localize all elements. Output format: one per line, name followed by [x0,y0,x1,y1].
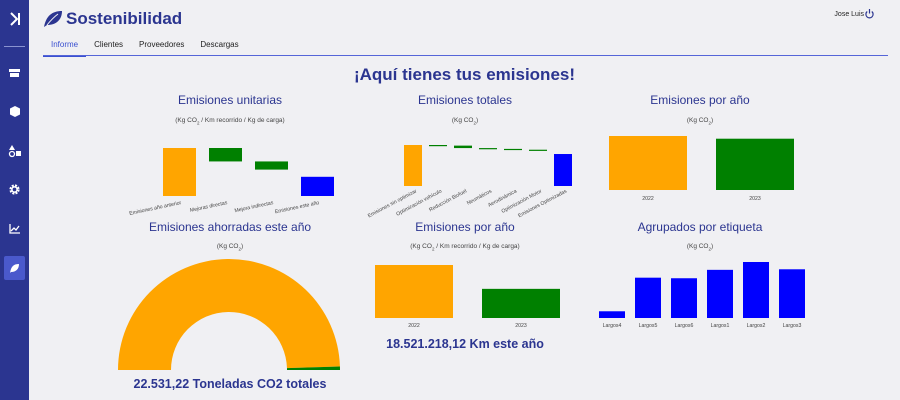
gauge-slice [286,366,340,370]
power-icon[interactable] [865,9,874,19]
tick-label: 2022 [642,196,654,202]
sidebar-divider [4,46,25,47]
page-title: ¡Aquí tienes tus emisiones! [353,65,576,84]
bar [454,145,472,149]
bar [599,311,625,318]
chart-unit: (Kg CO2) [451,117,479,126]
tick-label: Largos2 [747,323,766,329]
tick-label: Largos6 [675,323,694,329]
chart-unit: (Kg CO2 / Km recorrido / Kg de carga) [410,243,520,252]
bar [529,149,547,151]
store-icon[interactable] [4,62,25,83]
bar [716,138,794,190]
chart-unit: (Kg CO2) [686,117,714,126]
total-tons: 22.531,22 Toneladas CO2 totales [133,377,327,391]
shapes-icon[interactable] [4,140,25,161]
bar [554,154,572,186]
sidebar [0,0,29,400]
tick-label: 2023 [515,323,527,329]
user-name[interactable]: Jose Luis [834,11,864,18]
chart-title: Emisiones por año [650,93,750,107]
chart-line-icon[interactable] [4,218,25,239]
tab-descargas[interactable]: Descargas [200,40,239,49]
km-this-year: 18.521.218,12 Km este año [386,337,544,351]
bar [743,262,769,318]
leaf-logo-icon [44,11,62,27]
tab-proveedores[interactable]: Proveedores [139,40,185,49]
chart-unit: (Kg CO2) [216,243,244,252]
bar [375,265,453,318]
chart-unit: (Kg CO2 / Km recorrido / Kg de carga) [175,117,285,126]
gauge-slice [118,259,340,370]
box-icon[interactable] [4,101,25,122]
bar [609,136,687,190]
bar [163,148,196,196]
tab-underline [43,55,888,56]
bar [504,148,522,151]
chart-title: Emisiones ahorradas este año [148,220,312,234]
bar [779,269,805,318]
tick-label: 2022 [408,323,420,329]
tick-label: Largos4 [603,323,622,329]
bar [671,278,697,318]
bar [635,277,661,318]
tick-label: Largos5 [639,323,658,329]
bar [429,145,447,147]
bar [707,269,733,318]
header: Sostenibilidad Jose Luis Informe Cliente… [29,0,900,57]
bar [209,148,242,162]
app-title: Sostenibilidad [66,9,183,28]
expand-icon[interactable] [4,8,25,29]
tick-label: Largos1 [711,323,730,329]
bar [482,288,560,318]
leaf-icon[interactable] [4,256,25,280]
bar [255,161,288,170]
chart-title: Emisiones totales [417,93,513,107]
bar [404,145,422,186]
chart-title: Agrupados por etiqueta [637,220,763,234]
chart-unit: (Kg CO2) [686,243,714,252]
app-logo: Sostenibilidad [43,9,182,29]
chart-title: Emisiones unitarias [177,93,283,107]
tab-informe[interactable]: Informe [43,38,87,57]
bar [301,176,334,196]
tick-label: 2023 [749,196,761,202]
gear-icon[interactable] [4,179,25,200]
tick-label: Largos3 [783,323,802,329]
chart-title: Emisiones por año [415,220,515,234]
tab-bar: Informe Clientes Proveedores Descargas [43,38,247,57]
bar [479,148,497,150]
tab-clientes[interactable]: Clientes [94,40,124,49]
